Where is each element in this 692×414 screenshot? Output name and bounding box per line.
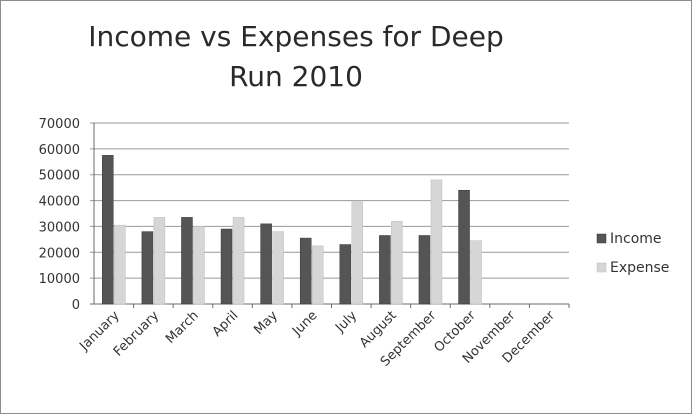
- x-tick-label: April: [210, 308, 242, 340]
- bar-income: [299, 237, 312, 305]
- bar-income: [141, 231, 154, 305]
- y-tick-label: 0: [72, 298, 80, 313]
- bar-expense: [114, 224, 126, 305]
- bar-expense: [193, 226, 205, 305]
- bar-income: [458, 189, 470, 305]
- bar-income: [379, 235, 391, 305]
- x-tick-label: May: [251, 308, 281, 338]
- chart-title: Income vs Expenses for Deep Run 2010: [88, 20, 504, 93]
- y-tick-label: 70000: [39, 117, 80, 132]
- legend-label-income: Income: [610, 231, 662, 247]
- bar-expense: [272, 231, 284, 305]
- bar-income: [220, 228, 233, 305]
- legend-swatch-income: [596, 233, 607, 244]
- x-tick-label: March: [163, 308, 202, 347]
- bar-income: [102, 155, 114, 305]
- y-tick-label: 20000: [39, 246, 80, 261]
- y-tick-label: 50000: [39, 169, 80, 184]
- bar-expense: [232, 217, 245, 305]
- bar-income: [260, 223, 272, 305]
- bar-expense: [311, 245, 324, 305]
- y-tick-label: 40000: [39, 195, 80, 210]
- y-tick-label: 10000: [39, 272, 80, 287]
- y-tick-label: 60000: [39, 143, 80, 158]
- legend-label-expense: Expense: [610, 260, 669, 276]
- bar-expense: [153, 217, 166, 305]
- bar-income: [418, 235, 431, 305]
- bar-expense: [430, 179, 443, 305]
- x-tick-label: July: [332, 308, 360, 336]
- legend-swatch-expense: [596, 262, 607, 273]
- bar-expense: [391, 221, 403, 305]
- x-tick-label: June: [289, 308, 320, 339]
- bar-expense: [470, 240, 482, 305]
- bar-income: [339, 244, 352, 305]
- bar-income: [181, 217, 193, 305]
- bar-expense: [351, 201, 364, 305]
- y-tick-label: 30000: [39, 220, 80, 235]
